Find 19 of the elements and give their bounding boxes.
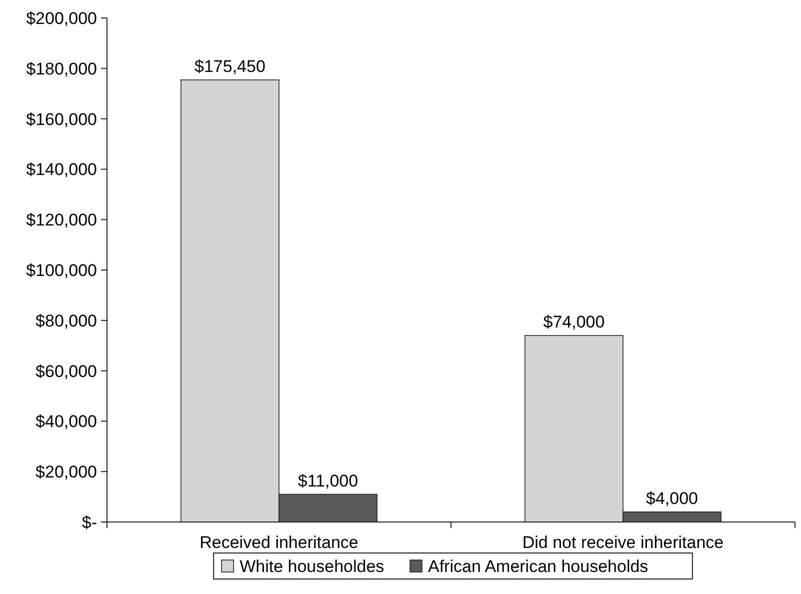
legend-label: White householdes (240, 556, 384, 576)
y-tick-label: $120,000 (26, 210, 97, 230)
y-tick-label: $- (82, 512, 97, 532)
y-tick-label: $40,000 (36, 412, 97, 432)
y-tick-label: $200,000 (26, 8, 97, 28)
data-label: $4,000 (646, 488, 698, 508)
y-tick-label: $180,000 (26, 59, 97, 78)
x-tick-label: Did not receive inheritance (522, 533, 724, 552)
legend-label: African American households (428, 556, 648, 576)
y-tick-label: $20,000 (36, 462, 97, 482)
data-label: $74,000 (543, 312, 605, 332)
y-tick-label: $100,000 (26, 260, 97, 280)
y-tick-label: $160,000 (26, 110, 97, 129)
y-tick-label: $140,000 (26, 160, 97, 180)
y-tick-label: $80,000 (36, 311, 97, 330)
data-label: $175,450 (194, 56, 266, 76)
data-label: $11,000 (298, 471, 358, 490)
y-tick-label: $60,000 (36, 362, 97, 381)
x-tick-label: Received inheritance (200, 533, 358, 552)
